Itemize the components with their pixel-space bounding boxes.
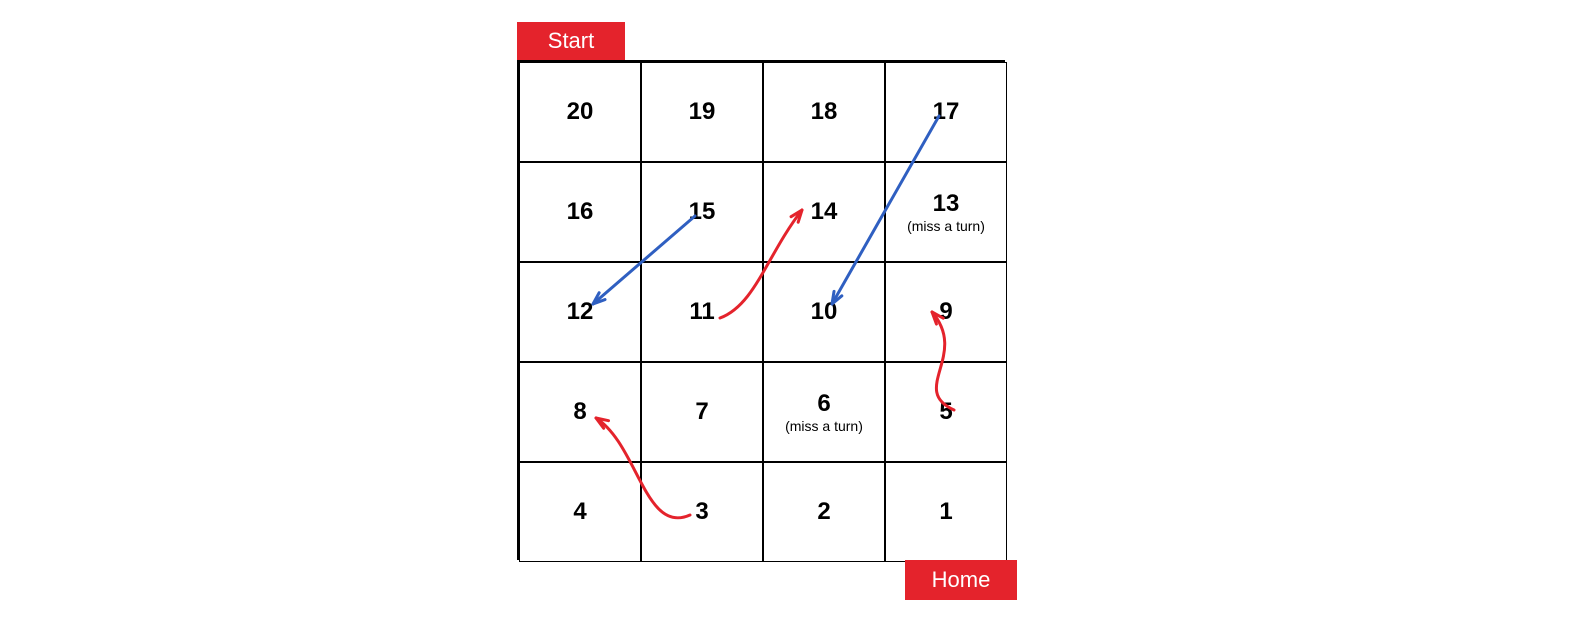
start-tag: Start: [517, 22, 625, 60]
cell-number: 20: [567, 98, 594, 126]
cell-17: 17: [885, 62, 1007, 162]
cell-number: 13: [933, 190, 960, 218]
cell-3: 3: [641, 462, 763, 562]
cell-20: 20: [519, 62, 641, 162]
cell-15: 15: [641, 162, 763, 262]
cell-number: 11: [689, 298, 714, 326]
game-board-grid: 2019181716151413(miss a turn)1211109876(…: [517, 60, 1005, 560]
cell-number: 1: [939, 498, 952, 526]
cell-number: 4: [573, 498, 586, 526]
cell-5: 5: [885, 362, 1007, 462]
cell-number: 2: [817, 498, 830, 526]
cell-14: 14: [763, 162, 885, 262]
cell-7: 7: [641, 362, 763, 462]
cell-13: 13(miss a turn): [885, 162, 1007, 262]
cell-number: 18: [811, 98, 838, 126]
cell-number: 7: [695, 398, 708, 426]
cell-subtext: (miss a turn): [907, 218, 985, 234]
cell-number: 3: [695, 498, 708, 526]
cell-number: 6: [817, 390, 830, 418]
cell-number: 12: [567, 298, 594, 326]
cell-number: 16: [567, 198, 594, 226]
cell-2: 2: [763, 462, 885, 562]
cell-4: 4: [519, 462, 641, 562]
cell-number: 19: [689, 98, 716, 126]
start-label: Start: [548, 28, 594, 54]
cell-16: 16: [519, 162, 641, 262]
cell-12: 12: [519, 262, 641, 362]
cell-11: 11: [641, 262, 763, 362]
cell-number: 8: [573, 398, 586, 426]
cell-1: 1: [885, 462, 1007, 562]
cell-6: 6(miss a turn): [763, 362, 885, 462]
cell-18: 18: [763, 62, 885, 162]
cell-number: 15: [689, 198, 716, 226]
stage: Start 2019181716151413(miss a turn)12111…: [0, 0, 1584, 625]
cell-number: 9: [939, 298, 952, 326]
cell-10: 10: [763, 262, 885, 362]
cell-number: 10: [811, 298, 838, 326]
cell-number: 14: [811, 198, 838, 226]
home-tag: Home: [905, 560, 1017, 600]
cell-19: 19: [641, 62, 763, 162]
cell-8: 8: [519, 362, 641, 462]
home-label: Home: [932, 567, 991, 593]
cell-number: 17: [933, 98, 960, 126]
cell-number: 5: [939, 398, 952, 426]
cell-subtext: (miss a turn): [785, 418, 863, 434]
cell-9: 9: [885, 262, 1007, 362]
